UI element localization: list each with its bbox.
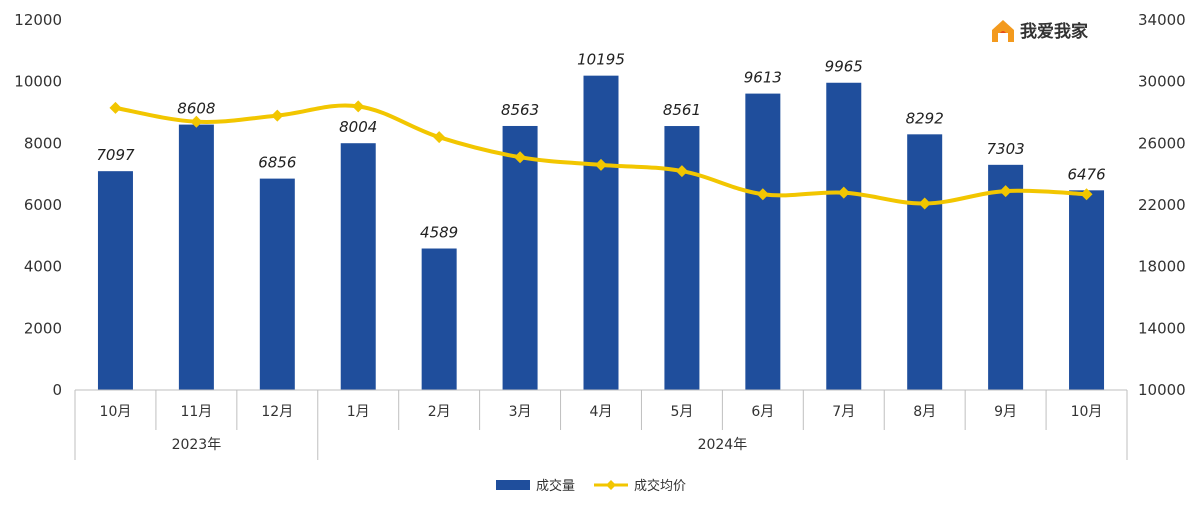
bar-data-label: 4589	[420, 224, 458, 242]
bar-data-label: 7097	[96, 146, 135, 164]
line-point	[918, 197, 931, 210]
bar	[826, 82, 862, 390]
x-axis-tick-label: 11月	[180, 404, 212, 420]
x-axis-tick-label: 8月	[913, 404, 936, 420]
line-point	[433, 131, 446, 144]
bar-data-label: 9965	[825, 58, 863, 76]
legend-label-bar: 成交量	[536, 478, 575, 494]
bar-data-label: 8004	[339, 118, 377, 136]
right-axis-tick-label: 18000	[1138, 258, 1186, 276]
bar	[745, 93, 781, 390]
line-point	[352, 100, 365, 113]
line-point	[271, 109, 284, 122]
x-axis-tick-label: 6月	[751, 404, 774, 420]
left-axis-tick-label: 2000	[24, 319, 62, 337]
bar	[583, 75, 619, 390]
line-point	[514, 151, 527, 164]
bar-data-label: 8563	[501, 101, 539, 119]
right-axis-tick-label: 30000	[1138, 73, 1186, 91]
bar-data-label: 8608	[177, 100, 215, 118]
bar-data-label: 8561	[663, 101, 701, 119]
bar-data-label: 8292	[906, 109, 944, 127]
bar	[178, 124, 214, 390]
bar	[1069, 190, 1105, 390]
legend: 成交量 成交均价	[496, 478, 686, 494]
bar	[259, 178, 295, 390]
x-axis-tick-label: 12月	[261, 404, 293, 420]
bar	[907, 134, 943, 390]
x-axis-tick-label: 10月	[100, 404, 132, 420]
bar-data-labels: 7097 8608 6856 8004 4589 8563 10195 8561 9613 996…	[96, 51, 1105, 242]
x-axis-tick-label: 9月	[994, 404, 1017, 420]
right-axis-tick-label: 22000	[1138, 196, 1186, 214]
right-axis-tick-label: 14000	[1138, 319, 1186, 337]
bar-data-label: 6476	[1067, 165, 1105, 183]
left-axis-tick-label: 10000	[14, 73, 62, 91]
x-axis-year-label: 2023年	[172, 437, 222, 453]
x-axis-tick-label: 3月	[509, 404, 532, 420]
x-axis-tick-label: 4月	[590, 404, 613, 420]
x-axis-tick-label: 7月	[832, 404, 855, 420]
x-axis: 10月 11月 12月 1月 2月 3月 4月 5月 6月 7月 8月 9月 10月 2023年 2024年	[74, 389, 1128, 460]
x-axis-tick-label: 5月	[670, 404, 693, 420]
bar	[988, 164, 1024, 390]
bar-data-label: 6856	[258, 154, 296, 172]
house-logo-icon	[992, 20, 1014, 42]
left-axis-tick-label: 0	[52, 381, 62, 399]
line-point	[190, 115, 203, 128]
x-axis-tick-label: 10月	[1071, 404, 1103, 420]
bar-series	[97, 75, 1105, 391]
right-axis: 10000 14000 18000 22000 26000 30000 34000	[1138, 11, 1186, 399]
line-point	[109, 101, 122, 114]
bar-data-label: 9613	[744, 69, 782, 87]
line-point	[999, 185, 1012, 198]
left-axis-tick-label: 4000	[24, 258, 62, 276]
line-point	[675, 165, 688, 178]
line-series	[109, 100, 1093, 210]
bar	[502, 125, 538, 390]
left-axis: 0 2000 4000 6000 8000 10000 12000	[14, 11, 62, 399]
bar-data-label: 10195	[577, 51, 625, 69]
x-axis-tick-label: 2月	[428, 404, 451, 420]
logo: 我爱我家	[992, 20, 1088, 42]
line-point	[756, 188, 769, 201]
right-axis-tick-label: 26000	[1138, 134, 1186, 152]
logo-text: 我爱我家	[1020, 21, 1088, 42]
right-axis-tick-label: 34000	[1138, 11, 1186, 29]
legend-label-line: 成交均价	[634, 478, 686, 494]
line-point	[1080, 188, 1093, 201]
left-axis-tick-label: 6000	[24, 196, 62, 214]
legend-swatch-line-marker	[606, 480, 616, 490]
bar	[421, 248, 457, 390]
bar	[340, 143, 376, 390]
right-axis-tick-label: 10000	[1138, 381, 1186, 399]
legend-swatch-bar	[496, 480, 530, 490]
left-axis-tick-label: 8000	[24, 134, 62, 152]
line-point	[595, 158, 607, 171]
x-axis-year-label: 2024年	[698, 437, 748, 453]
x-axis-tick-label: 1月	[347, 404, 370, 420]
left-axis-tick-label: 12000	[14, 11, 62, 29]
bar	[97, 171, 133, 390]
line-point	[837, 186, 850, 199]
bar-data-label: 7303	[987, 140, 1025, 158]
